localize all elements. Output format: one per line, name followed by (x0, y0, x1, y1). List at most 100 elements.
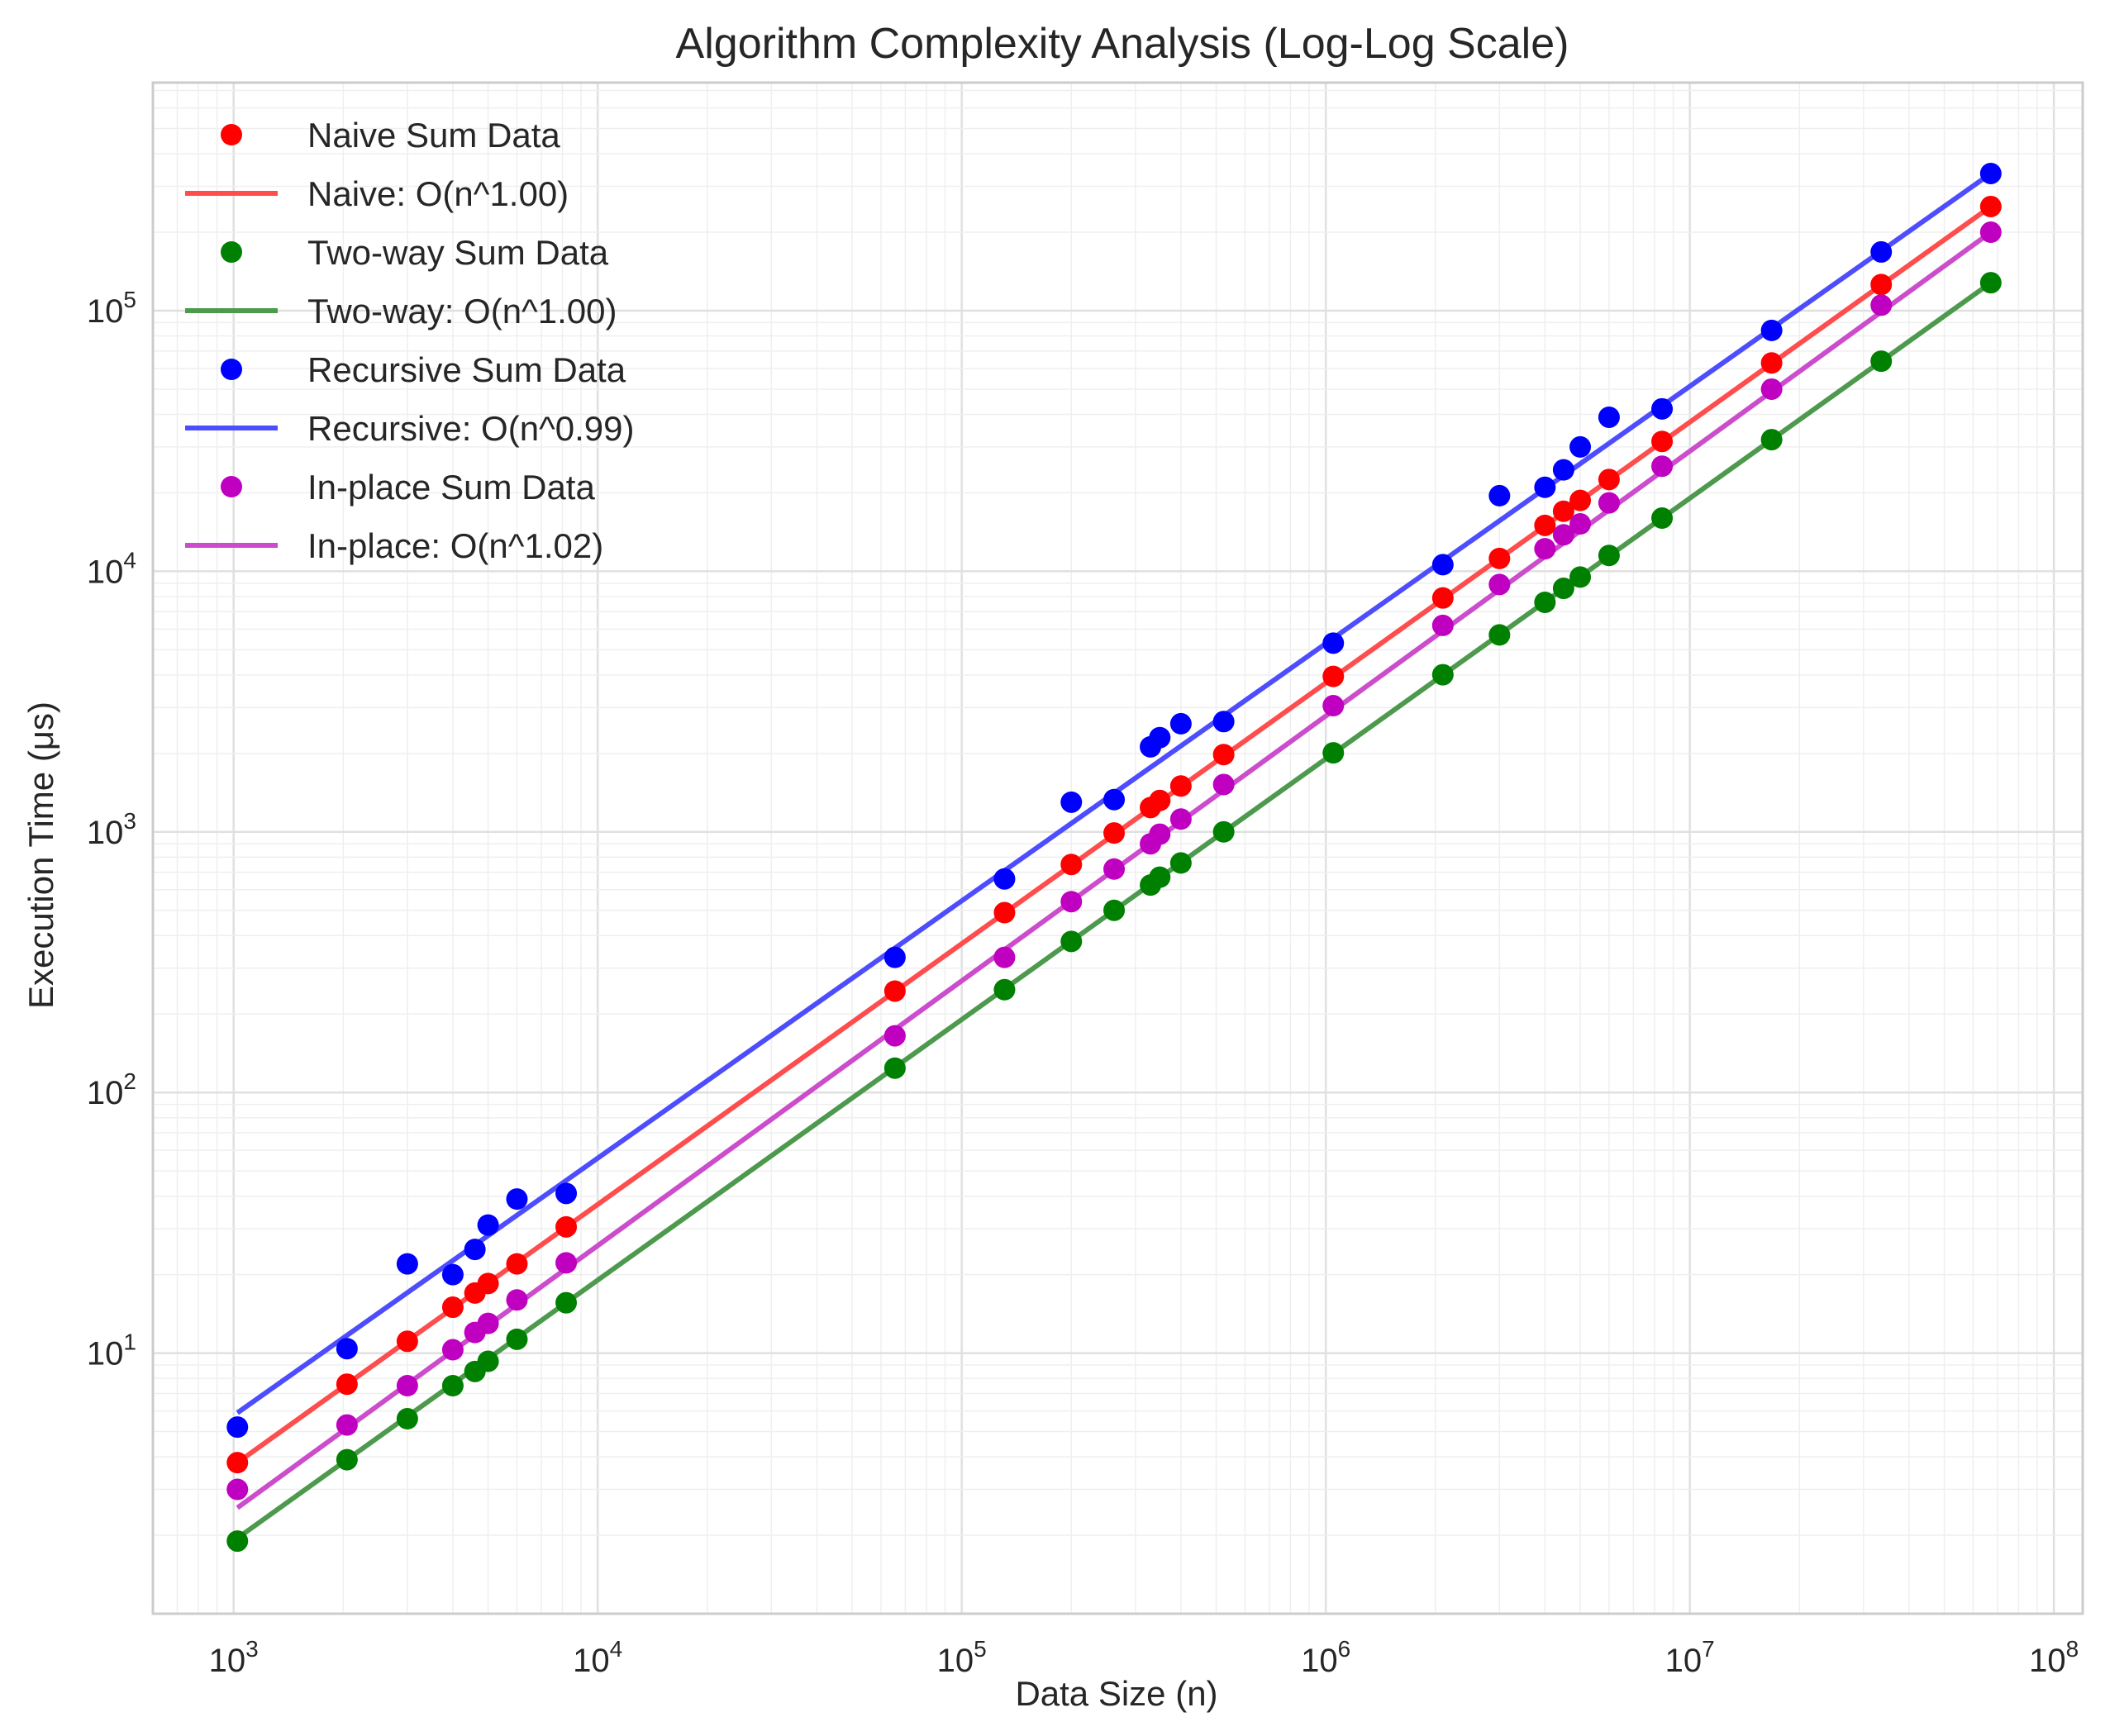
data-point (396, 1408, 418, 1430)
data-point (1149, 789, 1171, 811)
legend: Naive Sum Data Naive: O(n^1.00) Two-way Su… (185, 116, 635, 565)
data-point (464, 1239, 486, 1261)
data-point (1322, 665, 1345, 687)
data-point (396, 1375, 418, 1397)
legend-label: Recursive Sum Data (307, 350, 626, 389)
data-point (883, 946, 906, 968)
data-point (336, 1373, 358, 1396)
y-axis-label: Execution Time (μs) (21, 702, 60, 1009)
data-point (883, 1025, 906, 1047)
data-point (336, 1414, 358, 1436)
data-point (1569, 566, 1592, 588)
data-point (1431, 663, 1454, 686)
data-point (1760, 429, 1783, 451)
data-point (1979, 272, 2002, 294)
data-point (1552, 500, 1574, 522)
legend-marker (221, 476, 242, 497)
data-point (1060, 930, 1083, 953)
x-tick-label: 105 (937, 1636, 987, 1679)
data-point (441, 1263, 464, 1286)
data-point (1060, 854, 1083, 876)
data-point (555, 1252, 578, 1274)
legend-label: In-place: O(n^1.02) (307, 526, 603, 565)
data-point (1979, 221, 2002, 244)
data-point (1488, 547, 1511, 569)
series-points (226, 272, 2002, 1553)
data-point (226, 1452, 249, 1474)
data-point (1651, 397, 1674, 420)
legend-marker (221, 124, 242, 145)
data-point (1212, 711, 1235, 733)
data-point (1569, 489, 1592, 511)
data-point (1488, 624, 1511, 646)
data-point (993, 946, 1016, 968)
data-point (1651, 507, 1674, 530)
chart-title: Algorithm Complexity Analysis (Log-Log S… (676, 20, 1569, 68)
data-point (1431, 587, 1454, 609)
data-point (1870, 350, 1893, 373)
data-point (1149, 866, 1171, 888)
y-tick-label: 104 (87, 547, 136, 590)
data-point (1534, 538, 1556, 560)
data-point (1169, 808, 1192, 830)
data-point (1212, 744, 1235, 766)
data-point (1149, 726, 1171, 749)
data-point (555, 1182, 578, 1205)
data-point (1870, 294, 1893, 316)
data-point (1598, 468, 1620, 491)
data-point (1431, 614, 1454, 636)
data-point (226, 1478, 249, 1501)
data-point (1103, 788, 1126, 811)
series-points (226, 162, 2002, 1439)
data-point (1598, 492, 1620, 514)
data-point (506, 1289, 528, 1311)
x-tick-label: 103 (209, 1636, 259, 1679)
data-point (1651, 455, 1674, 478)
x-axis-label: Data Size (n) (1015, 1674, 1217, 1713)
y-tick-label: 105 (87, 287, 136, 330)
data-point (993, 978, 1016, 1001)
data-point (1760, 378, 1783, 400)
data-point (1552, 524, 1574, 546)
x-tick-label: 104 (573, 1636, 622, 1679)
series-points (226, 195, 2002, 1474)
data-point (1169, 712, 1192, 735)
data-point (555, 1291, 578, 1314)
data-point (477, 1312, 499, 1334)
data-point (1169, 852, 1192, 874)
data-point (1149, 823, 1171, 845)
data-point (336, 1338, 358, 1360)
data-point (1870, 273, 1893, 296)
data-point (1431, 554, 1454, 576)
data-point (1322, 695, 1345, 717)
data-point (396, 1330, 418, 1353)
data-point (1979, 162, 2002, 184)
data-point (1569, 513, 1592, 535)
data-point (1212, 773, 1235, 796)
data-point (506, 1188, 528, 1210)
series-points (226, 221, 2002, 1501)
y-tick-label: 103 (87, 808, 136, 851)
data-point (226, 1416, 249, 1439)
data-point (1760, 319, 1783, 341)
data-point (993, 901, 1016, 924)
y-tick-label: 102 (87, 1068, 136, 1111)
plot-frame (151, 81, 2084, 1615)
data-point (883, 980, 906, 1002)
data-point (396, 1253, 418, 1275)
data-point (1212, 820, 1235, 843)
legend-label: Two-way Sum Data (307, 233, 609, 272)
data-point (1552, 459, 1574, 481)
data-point (1534, 514, 1556, 536)
data-point (1760, 352, 1783, 374)
data-point (441, 1339, 464, 1361)
data-point (1322, 632, 1345, 654)
data-point (477, 1272, 499, 1295)
data-point (477, 1350, 499, 1372)
data-point (1651, 430, 1674, 453)
data-point (1103, 858, 1126, 880)
data-point (883, 1057, 906, 1079)
legend-label: Naive: O(n^1.00) (307, 174, 569, 213)
data-point (1598, 545, 1620, 567)
data-point (1488, 573, 1511, 596)
